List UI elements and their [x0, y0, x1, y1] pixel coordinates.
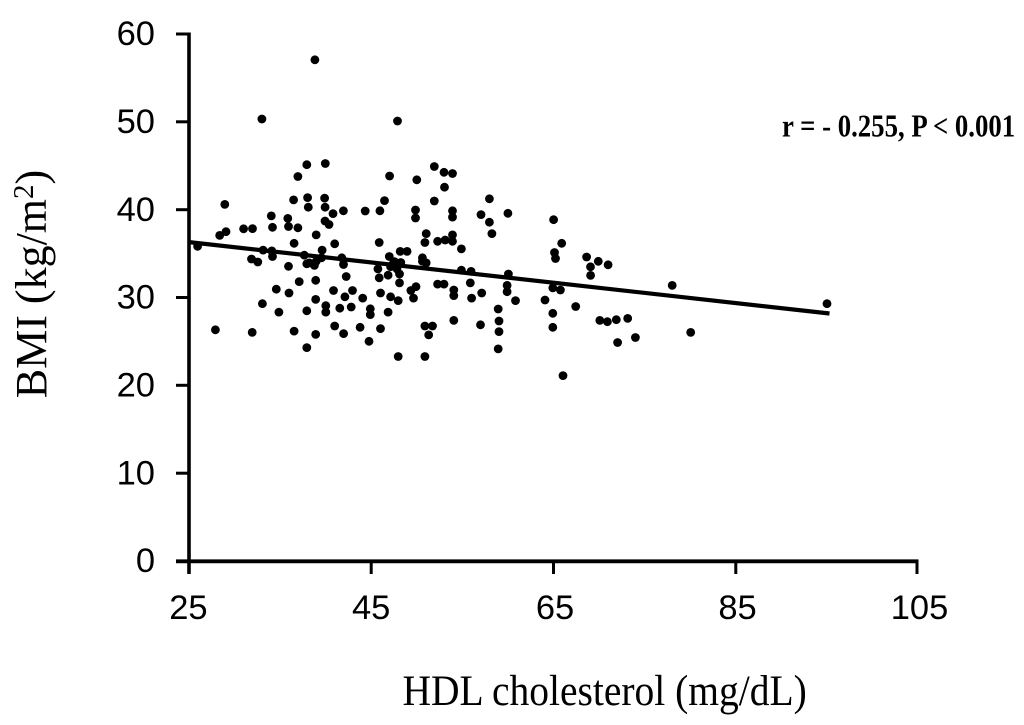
svg-text:60: 60	[117, 15, 155, 53]
svg-text:25: 25	[169, 589, 207, 627]
svg-text:0: 0	[136, 542, 155, 580]
svg-text:20: 20	[117, 367, 155, 405]
svg-text:50: 50	[117, 103, 155, 141]
svg-text:85: 85	[718, 589, 756, 627]
svg-text:40: 40	[117, 191, 155, 229]
svg-text:30: 30	[117, 279, 155, 317]
svg-text:10: 10	[117, 454, 155, 492]
svg-text:BMI (kg/m2): BMI (kg/m2)	[7, 170, 56, 398]
svg-text:HDL cholesterol (mg/dL): HDL cholesterol (mg/dL)	[402, 668, 806, 715]
svg-text:r = - 0.255, P < 0.001: r = - 0.255, P < 0.001	[782, 108, 1015, 143]
svg-text:45: 45	[352, 589, 390, 627]
svg-text:65: 65	[536, 589, 574, 627]
svg-text:105: 105	[891, 589, 949, 627]
